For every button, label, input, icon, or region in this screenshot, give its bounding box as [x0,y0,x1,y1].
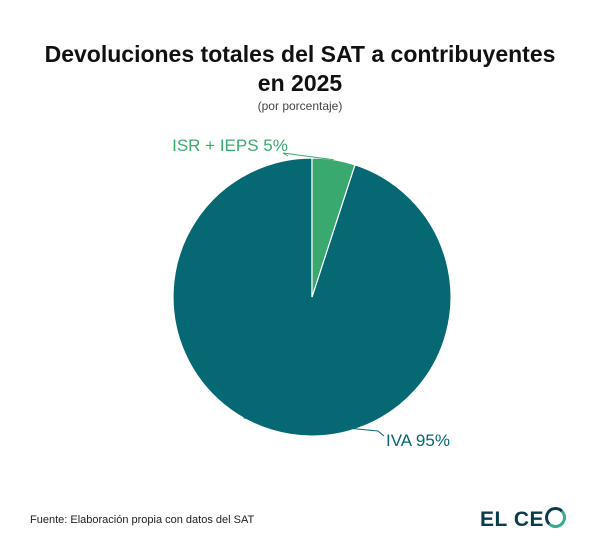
logo-o-mark [545,507,566,528]
chart-subtitle: (por porcentaje) [257,99,343,113]
slice-label-iva: IVA 95% [386,431,450,450]
chart-title: Devoluciones totales del SAT a contribuy… [0,40,600,98]
el-ceo-logo: EL CE [480,507,566,532]
leader-line-iva [243,417,385,437]
chart-title-line2: en 2025 [257,70,343,96]
chart-title-line1: Devoluciones totales del SAT a contribuy… [44,41,556,67]
logo-text: EL CE [480,508,544,531]
source-note: Fuente: Elaboración propia con datos del… [30,514,255,526]
leader-line-isr-ieps [282,152,334,161]
slice-label-isr-ieps: ISR + IEPS 5% [172,136,288,155]
